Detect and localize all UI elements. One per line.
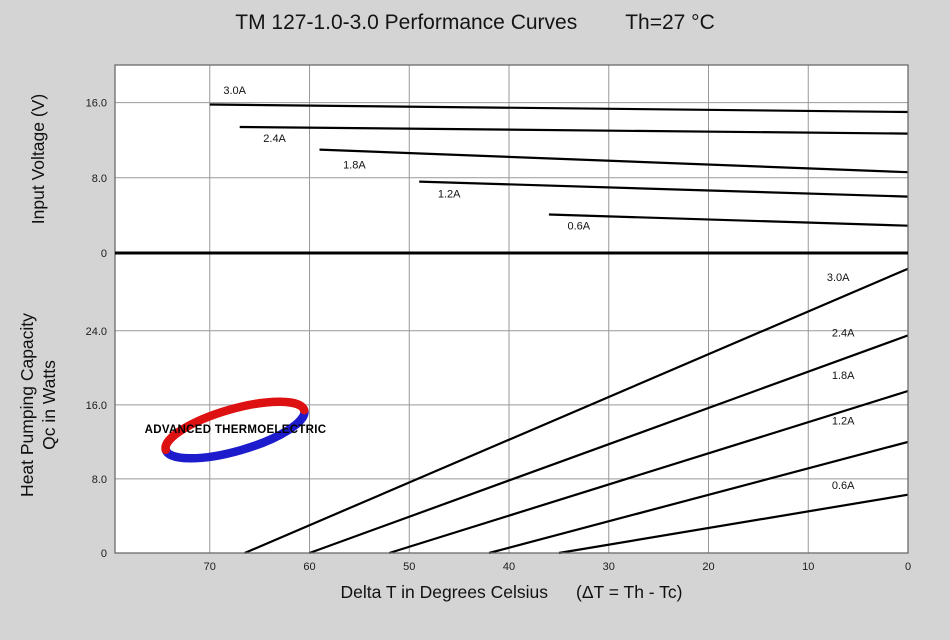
y-tick-label: 0 [101,548,107,560]
curve-3.0A [244,267,909,555]
x-tick-label: 10 [802,561,814,573]
chart-title-th-condition: Th=27 °C [625,11,715,34]
x-tick-label: 0 [905,561,911,573]
y-axis-label-line1: Heat Pumping Capacity [17,313,37,497]
y-axis-label-line2: Qc in Watts [39,360,59,450]
curve-1.2A [419,180,909,198]
y-tick-label: 24.0 [86,326,107,338]
logo-swoosh-red-arc [161,397,309,455]
x-tick-label: 60 [303,561,315,573]
y-tick-label: 16.0 [86,98,107,110]
curve-label-0.6A: 0.6A [567,221,590,233]
logo-swoosh-icon [161,397,309,463]
curve-1.8A [388,389,909,555]
x-axis-label-formula: (ΔT = Th - Tc) [576,582,683,602]
logo-swoosh-blue-arc [161,405,309,463]
y-tick-label: 8.0 [92,173,107,185]
y-tick-label: 0 [101,248,107,260]
curve-1.2A [488,440,909,555]
x-tick-label: 40 [503,561,515,573]
curve-0.6A [558,493,909,555]
plot-border [114,64,909,554]
x-tick-label: 20 [702,561,714,573]
chart-title: TM 127-1.0-3.0 Performance Curves Th=27 … [0,11,950,35]
curve-label-2.4A: 2.4A [263,133,286,145]
y-tick-label: 16.0 [86,400,107,412]
advanced-thermoelectric-logo: ADVANCED THERMOELECTRIC [138,392,333,468]
y-axis-label-heat-pumping-capacity: Heat Pumping Capacity Qc in Watts [16,260,60,550]
y-tick-label: 8.0 [92,474,107,486]
curve-label-2.4A: 2.4A [832,327,855,339]
curve-label-1.2A: 1.2A [832,415,855,427]
logo-text: ADVANCED THERMOELECTRIC [144,424,327,436]
curve-1.8A [319,148,909,174]
curve-label-1.8A: 1.8A [343,159,366,171]
curve-label-3.0A: 3.0A [223,85,246,97]
x-axis-label-text: Delta T in Degrees Celsius [340,582,548,602]
chart-title-main: TM 127-1.0-3.0 Performance Curves [235,11,578,34]
x-tick-label: 70 [204,561,216,573]
x-tick-label: 50 [403,561,415,573]
curve-label-3.0A: 3.0A [827,272,850,284]
curve-label-1.2A: 1.2A [438,189,461,201]
y-axis-label-input-voltage: Input Voltage (V) [28,93,48,225]
curve-label-1.8A: 1.8A [832,370,855,382]
x-axis-label: Delta T in Degrees Celsius (ΔT = Th - Tc… [115,582,908,603]
curve-label-0.6A: 0.6A [832,480,855,492]
x-tick-label: 30 [603,561,615,573]
plot-area [115,65,908,553]
curve-2.4A [309,334,909,555]
curve-0.6A [548,213,909,227]
curve-3.0A [209,103,909,114]
curve-2.4A [239,125,909,135]
